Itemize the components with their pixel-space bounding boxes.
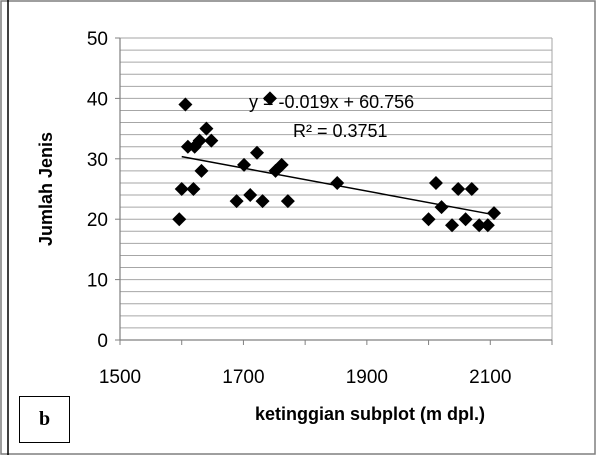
- data-point: [434, 200, 449, 215]
- data-point: [428, 175, 443, 190]
- x-axis-title: ketinggian subplot (m dpl.): [255, 404, 485, 424]
- axis-layer: 0 10 20 30 40 50 1500 1700 1900 2100: [87, 29, 553, 388]
- data-point: [174, 182, 189, 196]
- x-tick-label: 1500: [99, 367, 141, 388]
- panel-label-box: b: [19, 396, 70, 443]
- data-point: [274, 157, 289, 172]
- data-point: [250, 145, 265, 160]
- data-point: [330, 175, 345, 190]
- y-tick-label: 40: [87, 89, 108, 110]
- data-point: [194, 163, 209, 178]
- y-axis-title: Jumlah Jenis: [36, 132, 56, 246]
- points-layer: [172, 91, 501, 233]
- y-tick-label: 10: [87, 271, 108, 292]
- panel-label: b: [38, 408, 51, 430]
- data-point: [192, 133, 207, 148]
- trendline-equation: y = -0.019x + 60.756: [249, 92, 414, 112]
- data-point: [421, 212, 436, 227]
- data-point: [199, 121, 214, 136]
- y-tick-label: 20: [87, 210, 108, 231]
- data-point: [262, 91, 277, 106]
- y-tick-label: 50: [87, 29, 108, 50]
- x-tick-label: 1700: [222, 367, 264, 388]
- data-point: [280, 194, 295, 209]
- data-point: [486, 206, 501, 221]
- trendline-r2: R² = 0.3751: [293, 121, 388, 141]
- labels-layer: ketinggian subplot (m dpl.) Jumlah Jenis…: [36, 92, 485, 424]
- y-tick-label: 0: [97, 331, 108, 352]
- data-point: [464, 182, 479, 196]
- data-point: [204, 133, 219, 148]
- data-point: [458, 212, 473, 227]
- data-point: [237, 157, 252, 172]
- x-tick-label: 1900: [346, 367, 388, 388]
- y-tick-label: 30: [87, 150, 108, 171]
- data-point: [178, 97, 193, 112]
- data-point: [186, 182, 201, 196]
- data-point: [172, 212, 187, 227]
- data-point: [243, 188, 258, 203]
- data-point: [255, 194, 270, 209]
- data-point: [451, 182, 466, 196]
- x-tick-label: 2100: [469, 367, 511, 388]
- data-point: [445, 218, 460, 233]
- data-point: [229, 194, 244, 209]
- data-point: [480, 218, 495, 233]
- data-point: [472, 218, 487, 233]
